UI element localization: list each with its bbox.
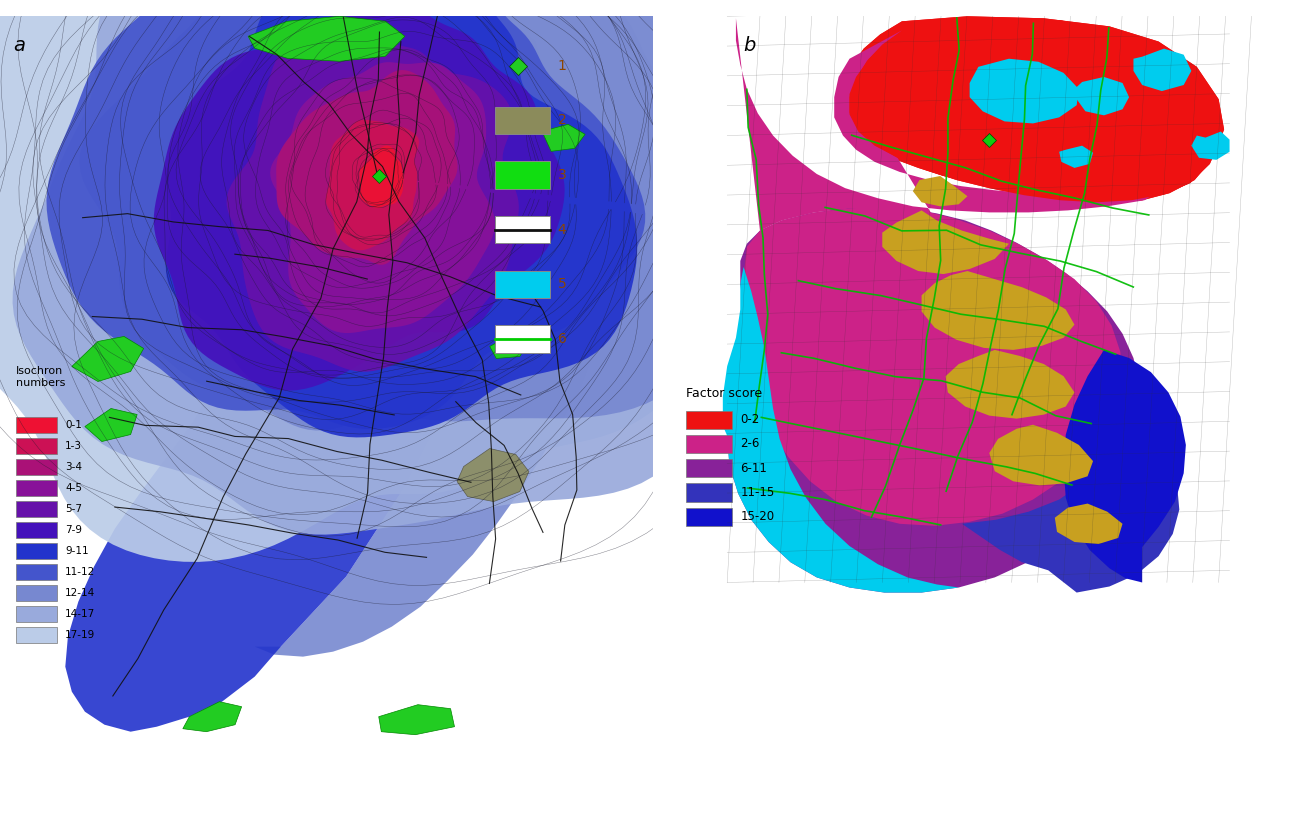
Polygon shape xyxy=(325,120,419,250)
Polygon shape xyxy=(849,18,1221,202)
Polygon shape xyxy=(1134,49,1191,91)
Text: 6: 6 xyxy=(558,332,567,346)
Text: 0-1: 0-1 xyxy=(65,420,82,429)
Polygon shape xyxy=(838,16,1224,202)
Polygon shape xyxy=(1063,350,1186,582)
FancyBboxPatch shape xyxy=(686,435,731,453)
FancyBboxPatch shape xyxy=(495,271,550,298)
Polygon shape xyxy=(990,424,1093,485)
Polygon shape xyxy=(743,207,1123,526)
Text: b: b xyxy=(743,37,756,55)
Polygon shape xyxy=(1059,146,1093,168)
Polygon shape xyxy=(1055,503,1123,544)
FancyBboxPatch shape xyxy=(16,563,57,580)
FancyBboxPatch shape xyxy=(16,585,57,601)
FancyBboxPatch shape xyxy=(495,162,550,189)
FancyBboxPatch shape xyxy=(16,522,57,537)
Polygon shape xyxy=(166,0,637,437)
Polygon shape xyxy=(154,0,564,390)
Polygon shape xyxy=(183,702,242,732)
Text: a: a xyxy=(13,37,25,55)
Polygon shape xyxy=(542,124,585,151)
Text: Factor score: Factor score xyxy=(686,388,761,401)
Polygon shape xyxy=(1076,77,1130,115)
Polygon shape xyxy=(913,176,968,207)
Text: 5: 5 xyxy=(558,277,567,291)
Text: 17-19: 17-19 xyxy=(65,629,95,640)
Text: 2: 2 xyxy=(558,114,567,128)
Polygon shape xyxy=(226,23,518,372)
FancyBboxPatch shape xyxy=(495,325,550,353)
Polygon shape xyxy=(379,705,454,735)
Text: 4-5: 4-5 xyxy=(65,483,82,493)
Polygon shape xyxy=(255,96,607,657)
FancyBboxPatch shape xyxy=(16,437,57,454)
Text: 3: 3 xyxy=(558,168,567,182)
Polygon shape xyxy=(359,146,404,208)
Polygon shape xyxy=(737,18,1169,463)
FancyBboxPatch shape xyxy=(16,416,57,433)
Polygon shape xyxy=(1191,132,1229,160)
Text: 3-4: 3-4 xyxy=(65,462,82,472)
Polygon shape xyxy=(490,334,529,359)
Polygon shape xyxy=(722,267,959,593)
Polygon shape xyxy=(849,18,1221,202)
Text: 6-11: 6-11 xyxy=(741,462,767,475)
Polygon shape xyxy=(248,16,405,61)
Text: 14-17: 14-17 xyxy=(65,609,95,619)
Text: 1-3: 1-3 xyxy=(65,441,82,450)
FancyBboxPatch shape xyxy=(16,542,57,559)
Polygon shape xyxy=(922,271,1075,350)
FancyBboxPatch shape xyxy=(16,606,57,622)
Text: 11-12: 11-12 xyxy=(65,567,95,576)
Polygon shape xyxy=(838,16,1224,202)
Polygon shape xyxy=(969,59,1079,124)
Text: 7-9: 7-9 xyxy=(65,524,82,535)
Polygon shape xyxy=(65,16,555,732)
FancyBboxPatch shape xyxy=(16,480,57,496)
Polygon shape xyxy=(47,0,645,429)
Text: 4: 4 xyxy=(558,223,567,237)
FancyBboxPatch shape xyxy=(686,484,731,502)
FancyBboxPatch shape xyxy=(16,627,57,642)
Polygon shape xyxy=(72,337,144,381)
Polygon shape xyxy=(80,0,738,431)
Polygon shape xyxy=(13,0,764,535)
Polygon shape xyxy=(0,0,735,562)
FancyBboxPatch shape xyxy=(686,411,731,428)
Text: 1: 1 xyxy=(558,59,567,73)
Polygon shape xyxy=(727,207,1140,593)
FancyBboxPatch shape xyxy=(16,459,57,475)
Text: 9-11: 9-11 xyxy=(65,546,89,555)
Polygon shape xyxy=(457,449,529,502)
FancyBboxPatch shape xyxy=(495,216,550,243)
FancyBboxPatch shape xyxy=(686,507,731,526)
Polygon shape xyxy=(85,408,137,441)
Text: 5-7: 5-7 xyxy=(65,503,82,514)
Text: 15-20: 15-20 xyxy=(741,511,774,524)
Polygon shape xyxy=(277,70,457,265)
Polygon shape xyxy=(883,211,1010,274)
FancyBboxPatch shape xyxy=(16,501,57,516)
Polygon shape xyxy=(270,62,495,333)
Polygon shape xyxy=(946,350,1075,419)
Text: 12-14: 12-14 xyxy=(65,588,95,598)
FancyBboxPatch shape xyxy=(495,107,550,134)
Text: 2-6: 2-6 xyxy=(741,437,760,450)
FancyBboxPatch shape xyxy=(686,459,731,477)
Text: Isochron
numbers: Isochron numbers xyxy=(16,367,65,388)
Polygon shape xyxy=(963,433,1179,593)
Text: 0-2: 0-2 xyxy=(741,413,760,426)
Text: 11-15: 11-15 xyxy=(741,486,774,499)
